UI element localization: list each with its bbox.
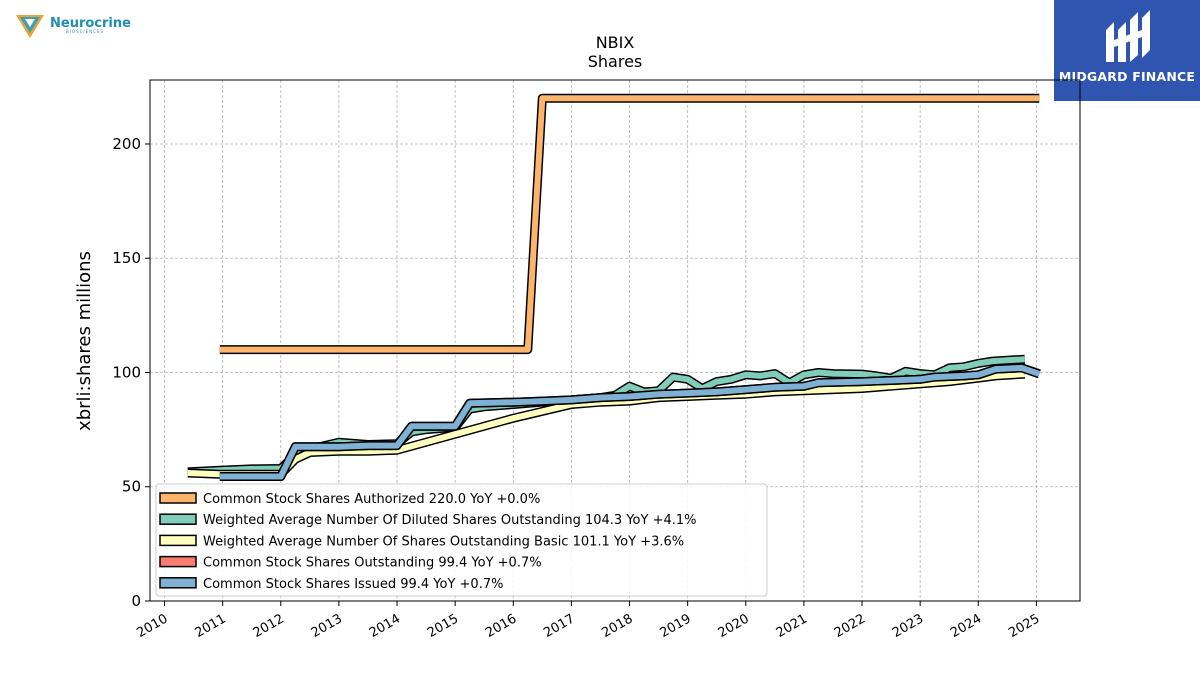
y-tick-label: 150 bbox=[112, 249, 141, 267]
midgard-mark-icon bbox=[1106, 10, 1150, 62]
x-tick-label: 2010 bbox=[134, 611, 170, 641]
y-axis-label: xbrli:shares millions bbox=[74, 251, 95, 431]
x-axis: 2010 2011 2012 2013 2014 2015 2016 2017 2018 2019… bbox=[134, 601, 1042, 641]
x-tick-label: 2020 bbox=[716, 611, 752, 641]
company-sub: BIOSCIENCES bbox=[66, 29, 104, 34]
x-tick-label: 2022 bbox=[832, 611, 868, 641]
neurocrine-logo: Neurocrine BIOSCIENCES bbox=[14, 12, 144, 42]
plot-frame bbox=[149, 79, 1081, 602]
series-line-authorized bbox=[219, 95, 1040, 353]
legend-label: Common Stock Shares Issued 99.4 YoY +0.7… bbox=[203, 577, 503, 592]
y-tick-label: 200 bbox=[112, 135, 141, 153]
y-tick-label: 100 bbox=[112, 363, 141, 381]
series-outline-basic bbox=[187, 369, 1026, 479]
legend-swatch bbox=[159, 555, 197, 568]
legend-swatch bbox=[159, 577, 197, 589]
x-tick-label: 2015 bbox=[425, 611, 461, 641]
x-tick-label: 2024 bbox=[948, 611, 984, 641]
legend-swatch bbox=[159, 534, 197, 547]
x-tick-label: 2023 bbox=[890, 611, 926, 641]
series-line-issued bbox=[219, 364, 1041, 480]
chart-title: NBIX bbox=[596, 33, 635, 52]
x-tick-label: 2016 bbox=[483, 611, 519, 641]
x-tick-label: 2019 bbox=[657, 611, 693, 641]
chart-subtitle: Shares bbox=[588, 52, 643, 71]
y-axis: 0 50 100 150 200 bbox=[112, 135, 150, 610]
y-tick-label: 0 bbox=[131, 592, 141, 610]
x-tick-label: 2014 bbox=[367, 611, 403, 641]
x-tick-label: 2018 bbox=[599, 611, 635, 641]
series-layer bbox=[187, 93, 1041, 481]
x-tick-label: 2021 bbox=[774, 611, 810, 641]
company-name: Neurocrine bbox=[50, 16, 131, 31]
y-tick-label: 50 bbox=[122, 478, 141, 496]
x-tick-label: 2017 bbox=[541, 611, 577, 641]
x-tick-label: 2025 bbox=[1006, 611, 1042, 641]
x-tick-label: 2013 bbox=[309, 611, 345, 641]
legend-label: Common Stock Shares Outstanding 99.4 YoY… bbox=[203, 556, 542, 571]
x-tick-label: 2012 bbox=[251, 611, 287, 641]
midgard-finance-logo: MIDGARD FINANCE bbox=[1054, 0, 1200, 101]
x-tick-label: 2011 bbox=[192, 611, 228, 641]
legend-label: Weighted Average Number Of Diluted Share… bbox=[203, 513, 697, 528]
legend-label: Weighted Average Number Of Shares Outsta… bbox=[203, 534, 684, 549]
legend-swatch bbox=[159, 492, 197, 504]
neurocrine-mark-icon bbox=[16, 15, 44, 38]
legend-box bbox=[155, 483, 768, 597]
legend-label: Common Stock Shares Authorized 220.0 YoY… bbox=[203, 492, 540, 507]
legend-swatch bbox=[159, 513, 197, 525]
legend: Common Stock Shares Authorized 220.0 YoY… bbox=[155, 483, 768, 597]
brand-name: MIDGARD FINANCE bbox=[1058, 69, 1196, 84]
